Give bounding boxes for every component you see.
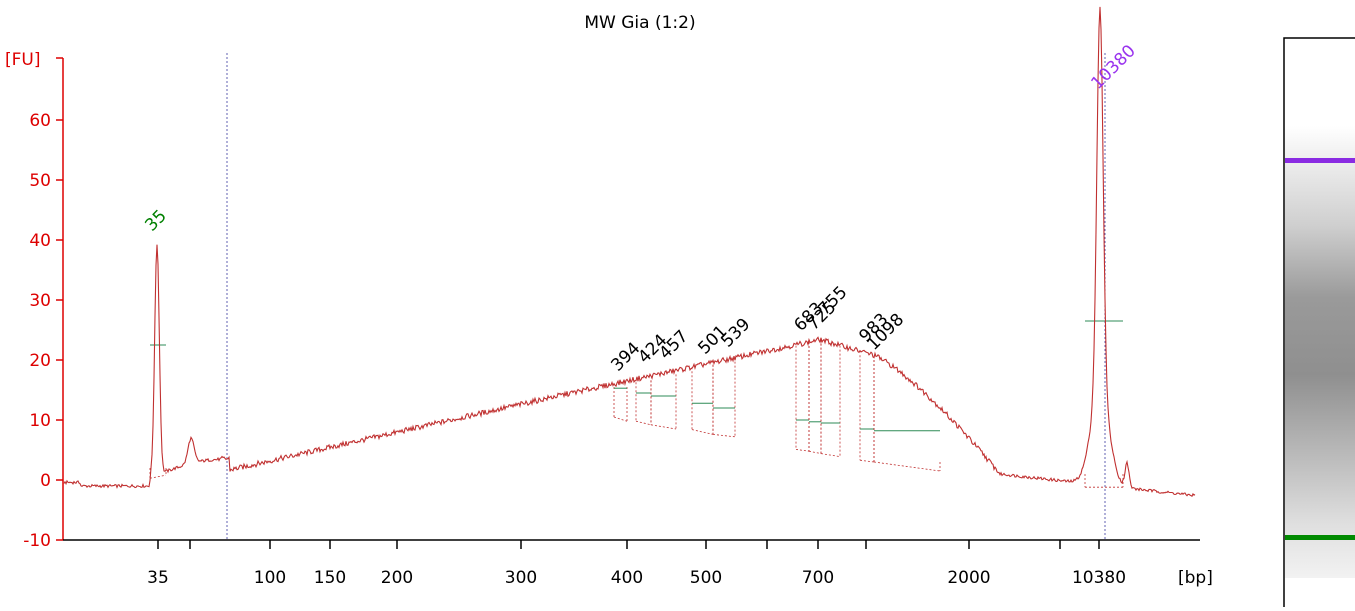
peak-integration <box>1084 320 1124 488</box>
lower-marker-label: 35 <box>141 206 170 235</box>
guide-lines <box>226 53 1106 540</box>
peak-integration <box>873 360 941 472</box>
peak-integration <box>635 380 652 426</box>
upper-marker-band <box>1285 158 1355 163</box>
peak-integration <box>650 374 677 430</box>
gel-lane <box>1283 37 1355 611</box>
peak-integration <box>859 355 875 463</box>
x-tick-label: 700 <box>802 568 834 588</box>
x-tick-label: 150 <box>314 568 346 588</box>
peak-integration <box>613 387 628 422</box>
peak-integration <box>691 364 714 435</box>
x-tick-label: 2000 <box>947 568 990 588</box>
y-tick-label: 30 <box>29 291 51 311</box>
y-tick-label: 0 <box>40 471 51 491</box>
x-tick-label: 500 <box>690 568 722 588</box>
peak-label: 457 <box>655 326 692 363</box>
x-tick-label: 10380 <box>1072 568 1126 588</box>
peak-integration <box>712 357 736 438</box>
chart-title: MW Gia (1:2) <box>584 13 695 33</box>
data-trace <box>63 6 1196 497</box>
peak-integration-boxes <box>149 320 1124 488</box>
peak-label: 539 <box>717 314 754 351</box>
x-tick-label: 400 <box>611 568 643 588</box>
y-tick-label: 10 <box>29 411 51 431</box>
upper-marker-label: 10380 <box>1087 41 1139 93</box>
y-tick-label: 50 <box>29 171 51 191</box>
x-tick-label: 200 <box>381 568 413 588</box>
peak-integration <box>820 339 841 457</box>
peak-integration <box>795 342 810 452</box>
y-axis-label: [FU] <box>5 50 41 70</box>
y-axis: -10 0 10 20 30 40 50 60 <box>23 57 64 551</box>
x-tick-label: 35 <box>147 568 169 588</box>
signal-trace <box>63 6 1196 497</box>
lower-marker-band <box>1285 535 1355 540</box>
x-tick-label: 100 <box>254 568 286 588</box>
y-tick-label: 40 <box>29 231 51 251</box>
y-tick-label: -10 <box>23 531 51 551</box>
y-tick-label: 20 <box>29 351 51 371</box>
x-axis-label: [bp] <box>1178 568 1213 588</box>
x-tick-label: 300 <box>505 568 537 588</box>
x-axis: 35 100 150 200 300 400 500 700 2000 10380 <box>63 539 1200 588</box>
y-tick-label: 60 <box>29 111 51 131</box>
peak-integration <box>808 339 822 454</box>
peak-integration <box>149 344 167 479</box>
